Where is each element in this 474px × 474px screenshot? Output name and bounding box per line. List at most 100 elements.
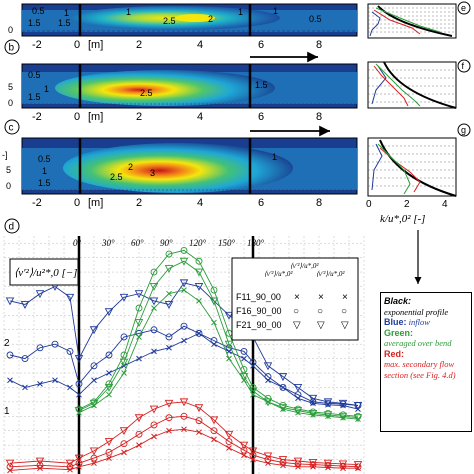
data-point bbox=[104, 438, 114, 446]
angle-tick: 120° bbox=[189, 238, 207, 248]
data-point bbox=[52, 377, 58, 384]
data-point bbox=[181, 337, 187, 344]
data-point bbox=[119, 293, 129, 302]
x-tick: 2 bbox=[136, 111, 142, 123]
x-tick: 8 bbox=[316, 197, 322, 209]
x-tick: 0 bbox=[74, 39, 80, 51]
data-point bbox=[104, 308, 114, 317]
contour-label: 0.5 bbox=[32, 6, 45, 16]
side-tick: 0 bbox=[366, 199, 372, 210]
data-point bbox=[165, 250, 173, 258]
legend-symbol: ○ bbox=[341, 306, 347, 317]
plot-d-series bbox=[5, 246, 363, 474]
panel-a: 0.5 1 1.5 1 2.5 2 1 1 0.5 1.5 bbox=[21, 3, 358, 37]
x-tick: -2 bbox=[32, 39, 42, 51]
series-line bbox=[9, 415, 359, 468]
legend-blue-title: Blue: bbox=[384, 317, 407, 327]
profile-blue bbox=[371, 65, 387, 105]
data-point bbox=[211, 319, 217, 326]
panel-b-ytick: 5 bbox=[8, 82, 13, 92]
data-point bbox=[149, 405, 159, 414]
legend-red-text: max. secondary flow section (see Fig. 4.… bbox=[384, 359, 456, 380]
data-point bbox=[308, 394, 318, 403]
side-tick: 4 bbox=[442, 199, 448, 210]
contour-label: 1 bbox=[42, 166, 47, 176]
data-point bbox=[179, 279, 189, 288]
contour-label: 1 bbox=[64, 8, 69, 18]
data-point bbox=[263, 398, 273, 407]
data-point bbox=[278, 456, 288, 465]
panel-b-ytick: 0 bbox=[8, 98, 13, 108]
legend-blue-text: inflow bbox=[408, 317, 430, 327]
panel-label-g: g bbox=[461, 125, 466, 135]
data-point bbox=[121, 370, 127, 376]
legend-black-text: exponential profile bbox=[384, 306, 449, 317]
data-point bbox=[239, 441, 249, 450]
data-point bbox=[249, 451, 257, 459]
panel-d: d 0° 30° 60° 90° 120° 150° 180° 2 1 ⟨v'²⟩/u²*,… bbox=[3, 218, 365, 474]
data-point bbox=[165, 414, 173, 422]
contour-label: 2.5 bbox=[140, 88, 153, 98]
data-point bbox=[239, 373, 249, 382]
data-point bbox=[180, 246, 188, 254]
data-point bbox=[76, 463, 82, 470]
data-point bbox=[66, 347, 74, 355]
contour-label: 2 bbox=[208, 14, 213, 24]
contour-label: 1.5 bbox=[28, 18, 41, 28]
data-point bbox=[134, 319, 144, 327]
legend-green-title: Green: bbox=[384, 327, 414, 338]
x-tick: 2 bbox=[136, 39, 142, 51]
contour-label: 1.5 bbox=[38, 178, 51, 188]
data-point bbox=[5, 297, 15, 306]
data-point bbox=[20, 301, 30, 309]
data-point bbox=[278, 404, 288, 413]
series-line bbox=[9, 282, 359, 406]
angle-tick: 0° bbox=[73, 238, 82, 248]
panel-label-d: d bbox=[9, 222, 15, 233]
x-tick: 0 bbox=[74, 111, 80, 123]
data-point bbox=[164, 399, 174, 408]
x-tick: [m] bbox=[88, 39, 103, 51]
data-point bbox=[265, 377, 271, 384]
data-point bbox=[180, 322, 188, 330]
data-point bbox=[66, 463, 74, 471]
series-red-o bbox=[6, 412, 362, 471]
data-point bbox=[91, 460, 97, 467]
series-green-v bbox=[74, 257, 363, 423]
data-point bbox=[119, 427, 129, 436]
panel-a-core bbox=[175, 14, 215, 22]
data-point bbox=[36, 344, 44, 352]
data-point bbox=[119, 358, 129, 367]
contour-label: 0.5 bbox=[28, 70, 41, 80]
panel-c-ytick: 5 bbox=[6, 165, 11, 175]
data-point bbox=[209, 416, 219, 425]
data-point bbox=[179, 257, 189, 266]
panel-c-hotspot bbox=[63, 143, 293, 193]
contour-label: 3 bbox=[150, 168, 155, 178]
profile-green bbox=[375, 7, 441, 33]
data-point bbox=[226, 348, 232, 355]
panel-f-hatch bbox=[368, 69, 456, 103]
side-xlabel: k/u*,0² [-] bbox=[380, 213, 425, 225]
color-legend: Black: exponential profile Blue: inflow G… bbox=[380, 292, 472, 432]
data-point bbox=[353, 461, 363, 470]
data-point bbox=[210, 286, 218, 294]
panel-label-b-circle bbox=[4, 39, 20, 55]
data-point bbox=[106, 370, 112, 376]
data-point bbox=[248, 447, 258, 456]
profile-black bbox=[377, 5, 453, 37]
data-point bbox=[264, 394, 272, 402]
data-point bbox=[136, 355, 142, 362]
data-point bbox=[74, 454, 84, 463]
data-point bbox=[164, 301, 174, 309]
data-point bbox=[105, 351, 113, 359]
data-point bbox=[224, 311, 234, 320]
data-point bbox=[180, 412, 188, 420]
series-line bbox=[9, 401, 359, 466]
contour-label: 2.5 bbox=[163, 16, 176, 26]
data-point bbox=[353, 402, 363, 410]
x-tick: 4 bbox=[197, 197, 203, 209]
data-point bbox=[151, 433, 157, 440]
data-point bbox=[226, 355, 232, 362]
data-point bbox=[105, 448, 113, 456]
